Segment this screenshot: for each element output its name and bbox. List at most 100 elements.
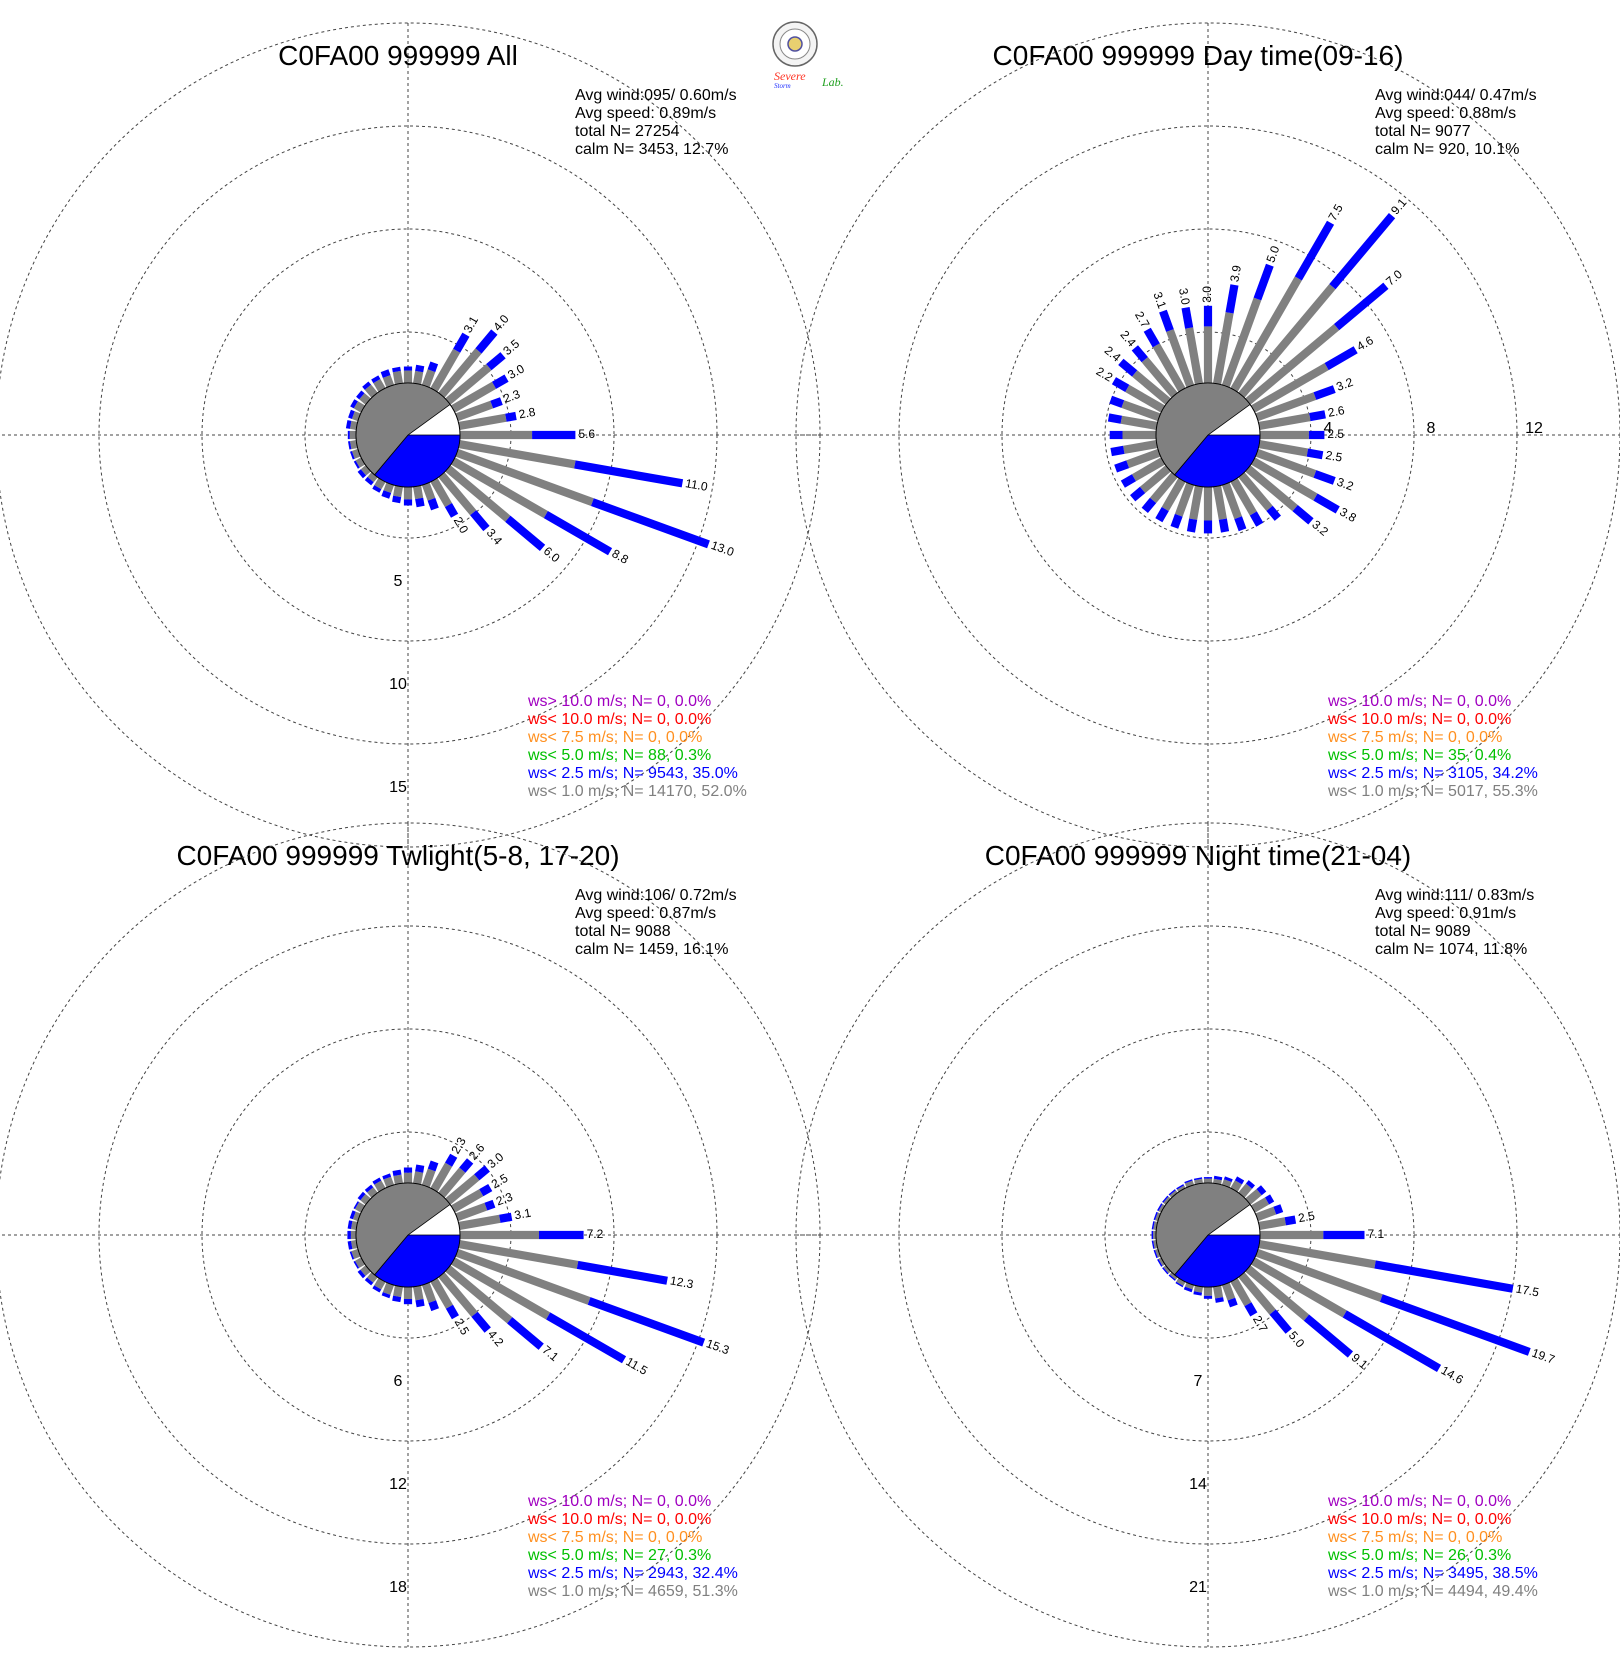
petal-segment-lt1 (403, 1172, 413, 1183)
petal-segment-lt2-5 (474, 1165, 490, 1181)
petal-value-label: 3.0 (505, 361, 527, 382)
petal-segment-lt1 (1169, 1272, 1178, 1280)
petal-segment-lt2-5 (1114, 460, 1130, 473)
petal-segment-lt2-5 (539, 1230, 584, 1240)
petal-value-label: 3.4 (484, 526, 506, 548)
petal-segment-lt1 (1238, 1272, 1276, 1315)
petal-segment-lt2-5 (459, 1158, 474, 1173)
petal-value-label: 3.0 (1200, 286, 1214, 303)
petal-segment-lt2-5 (1245, 1180, 1255, 1189)
petal-segment-lt1 (1245, 324, 1340, 405)
petal-segment-lt1 (421, 1168, 436, 1188)
stat-avg-speed: Avg speed: 0.91m/s (1375, 905, 1516, 922)
petal-segment-lt2-5 (356, 390, 365, 400)
petal-segment-lt1 (403, 370, 413, 383)
petal-segment-lt2-5 (1249, 511, 1264, 527)
stat-avg-speed: Avg speed: 0.87m/s (575, 905, 716, 922)
petal-segment-lt1 (460, 1230, 539, 1240)
petal-segment-lt2-5 (543, 511, 613, 556)
petal-value-label: 12.3 (669, 1273, 695, 1291)
petal-value-label: 7.0 (1383, 267, 1405, 289)
petal-segment-lt1 (1121, 400, 1161, 422)
ring-label: 5 (394, 573, 403, 590)
petal-segment-lt2-5 (1379, 1294, 1531, 1356)
petal-segment-lt2-5 (357, 1269, 366, 1279)
petal-segment-lt1 (455, 1248, 591, 1305)
petal-segment-lt2-5 (371, 375, 381, 384)
petal-segment-lt2-5 (1168, 1274, 1176, 1281)
petal-segment-lt2-5 (1313, 493, 1340, 514)
petal-value-label: 2.6 (1327, 403, 1346, 420)
petal-value-label: 2.2 (1094, 364, 1116, 385)
petal-segment-lt2-5 (348, 409, 355, 419)
petal-segment-lt1 (1221, 482, 1242, 520)
petal-segment-lt2-5 (479, 1184, 493, 1197)
petal-segment-lt2-5 (1111, 377, 1130, 392)
stat-calm: calm N= 920, 10.1% (1375, 141, 1520, 158)
petal-value-label: 2.5 (489, 1171, 511, 1192)
petal-segment-lt2-5 (486, 352, 506, 371)
petal-segment-lt1 (1230, 276, 1302, 392)
petal-segment-lt2-5 (499, 1212, 513, 1223)
petal-segment-lt1 (413, 1171, 424, 1185)
petal-value-label: 2.5 (1325, 448, 1344, 465)
petal-segment-lt1 (1132, 370, 1171, 405)
petal-segment-lt1 (1174, 482, 1195, 517)
petal-segment-lt2-5 (1306, 448, 1324, 460)
stat-calm: calm N= 3453, 12.7% (575, 141, 728, 158)
petal-segment-lt2-5 (347, 1230, 351, 1240)
petal-segment-lt1 (350, 1230, 356, 1240)
petal-value-label: 3.2 (1335, 475, 1356, 494)
wind-rose-panel: C0FA00 999999 All 5 10 15 3.1 4.03.5 3.0 2.32.8… (0, 22, 821, 848)
petal-segment-lt1 (438, 1167, 466, 1198)
petal-segment-lt2-5 (546, 1312, 627, 1364)
petal-segment-lt1 (1184, 1180, 1195, 1188)
wind-rose-panel: C0FA00 999999 Day time(09-16) 4 8 12 3.0 3.9 5… (795, 22, 1620, 848)
petal-segment-lt2-5 (381, 490, 392, 499)
petal-value-label: 3.2 (1334, 375, 1355, 394)
petal-segment-lt2-5 (427, 361, 439, 373)
petal-segment-lt2-5 (349, 1251, 355, 1260)
calm-pie-lt2-5 (1174, 1234, 1261, 1288)
ring-label: 12 (389, 1476, 407, 1493)
legend-entry: ws< 2.5 m/s; N= 3495, 38.5% (1327, 1565, 1538, 1582)
legend-entry: ws> 10.0 m/s; N= 0, 0.0% (527, 693, 711, 710)
petal-segment-lt1 (445, 1265, 513, 1324)
petal-segment-lt1 (1166, 329, 1195, 388)
petal-segment-lt1 (413, 485, 424, 500)
petal-segment-lt1 (367, 472, 378, 483)
petal-segment-lt2-5 (1253, 263, 1274, 301)
petal-segment-lt1 (403, 487, 413, 500)
petal-value-label: 2.8 (518, 405, 537, 422)
petal-segment-lt1 (1255, 448, 1317, 478)
petal-value-label: 11.0 (684, 476, 709, 494)
petal-segment-lt2-5 (1193, 1291, 1202, 1296)
petal-segment-lt1 (373, 379, 386, 392)
petal-segment-lt1 (1189, 485, 1203, 520)
petal-segment-lt1 (1176, 1278, 1186, 1286)
legend-entry: ws> 10.0 m/s; N= 0, 0.0% (527, 1493, 711, 1510)
calm-pie-lt1 (1155, 382, 1251, 476)
petal-segment-lt2-5 (1234, 516, 1247, 532)
petal-segment-lt1 (1260, 430, 1309, 440)
petal-segment-lt1 (1139, 465, 1171, 494)
petal-segment-lt2-5 (471, 1311, 491, 1333)
petal-segment-lt2-5 (1157, 1258, 1163, 1267)
petal-segment-lt1 (1152, 343, 1186, 392)
petal-segment-lt2-5 (1223, 1176, 1233, 1182)
petal-segment-lt2-5 (347, 1240, 353, 1250)
ring-label: 15 (389, 779, 407, 796)
petal-segment-lt2-5 (1143, 327, 1160, 348)
petal-segment-lt2-5 (1186, 518, 1198, 533)
petal-segment-lt1 (1185, 327, 1203, 385)
petal-segment-lt2-5 (1203, 1295, 1213, 1299)
petal-segment-lt1 (1120, 415, 1158, 430)
petal-value-label: 19.7 (1530, 1346, 1557, 1367)
petal-segment-lt2-5 (1292, 505, 1314, 525)
petal-value-label: 4.2 (485, 1327, 507, 1349)
ring-label: 14 (1189, 1476, 1207, 1493)
petal-segment-lt2-5 (1151, 1230, 1154, 1240)
petal-segment-lt1 (1258, 413, 1311, 430)
stat-calm: calm N= 1074, 11.8% (1375, 941, 1527, 958)
petal-segment-lt2-5 (1109, 395, 1125, 408)
